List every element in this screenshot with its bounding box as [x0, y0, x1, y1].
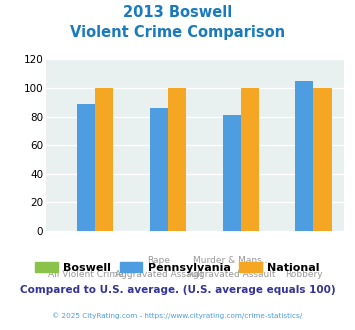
- Text: Compared to U.S. average. (U.S. average equals 100): Compared to U.S. average. (U.S. average …: [20, 285, 335, 295]
- Bar: [241, 88, 259, 231]
- Bar: [168, 88, 186, 231]
- Text: Aggravated Assault: Aggravated Assault: [115, 270, 203, 279]
- Legend: Boswell, Pennsylvania, National: Boswell, Pennsylvania, National: [31, 258, 324, 278]
- Bar: [95, 88, 114, 231]
- Bar: [77, 104, 95, 231]
- Text: © 2025 CityRating.com - https://www.cityrating.com/crime-statistics/: © 2025 CityRating.com - https://www.city…: [53, 312, 302, 318]
- Text: Violent Crime Comparison: Violent Crime Comparison: [70, 25, 285, 40]
- Text: Robbery: Robbery: [285, 270, 323, 279]
- Bar: [223, 115, 241, 231]
- Text: Rape: Rape: [147, 256, 170, 265]
- Text: Murder & Mans...: Murder & Mans...: [193, 256, 270, 265]
- Bar: [150, 108, 168, 231]
- Bar: [295, 81, 313, 231]
- Text: 2013 Boswell: 2013 Boswell: [123, 5, 232, 20]
- Bar: [313, 88, 332, 231]
- Text: Aggravated Assault: Aggravated Assault: [187, 270, 276, 279]
- Text: All Violent Crime: All Violent Crime: [48, 270, 124, 279]
